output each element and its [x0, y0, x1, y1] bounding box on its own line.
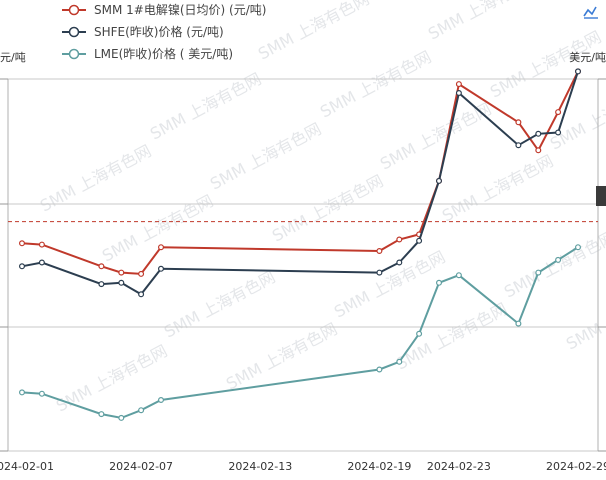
- series-2-point[interactable]: [396, 358, 403, 365]
- watermark-text: SMM 上海有色网: [377, 99, 494, 173]
- line-chart-icon[interactable]: [583, 6, 598, 19]
- series-1-point[interactable]: [98, 281, 105, 288]
- series-1-point[interactable]: [118, 279, 125, 286]
- series-0-point[interactable]: [118, 269, 125, 276]
- legend-marker: [68, 26, 80, 38]
- series-1-point[interactable]: [396, 259, 403, 266]
- right-axis-unit: 美元/吨: [569, 51, 606, 64]
- legend-item-1[interactable]: SHFE(昨收)价格 (元/吨): [62, 24, 224, 39]
- legend-item-0[interactable]: SMM 1#电解镍(日均价) (元/吨): [62, 3, 266, 17]
- series-1-point[interactable]: [376, 269, 383, 276]
- watermark-text: SMM 上海有色网: [99, 191, 216, 265]
- watermark-text: SMM 上海有色网: [331, 247, 448, 321]
- series-0-point[interactable]: [158, 244, 165, 251]
- x-tick-label: 2024-02-29: [546, 460, 606, 473]
- series-1-point[interactable]: [138, 291, 145, 298]
- series-0-point[interactable]: [555, 109, 562, 116]
- series-1-point[interactable]: [158, 265, 165, 272]
- x-axis-ticks: 2024-02-01 2024-02-07 2024-02-13 2024-02-19…: [0, 460, 606, 473]
- grid-lines: [0, 78, 606, 452]
- series-layer: [19, 68, 581, 421]
- series-1-point[interactable]: [19, 263, 26, 270]
- left-axis-unit: 元/吨: [0, 51, 26, 64]
- legend-item-2[interactable]: LME(昨收)价格 ( 美元/吨): [62, 46, 233, 61]
- series-0-point[interactable]: [535, 147, 542, 154]
- chart-legend[interactable]: SMM 1#电解镍(日均价) (元/吨) SHFE(昨收)价格 (元/吨) LME(…: [62, 3, 266, 61]
- series-2-point[interactable]: [38, 390, 45, 397]
- series-0-point[interactable]: [138, 270, 145, 277]
- series-0-point[interactable]: [515, 119, 522, 126]
- watermark-text: SMM 上海有色网: [207, 119, 324, 193]
- series-2-point[interactable]: [436, 279, 443, 286]
- legend-label: LME(昨收)价格 ( 美元/吨): [94, 46, 233, 61]
- watermark-text: SMM 上海有色网: [317, 47, 434, 121]
- watermark-text: SMM 上海有色网: [255, 0, 372, 64]
- series-2-point[interactable]: [455, 272, 462, 279]
- series-0-point[interactable]: [19, 240, 26, 247]
- series-1-point[interactable]: [455, 89, 462, 96]
- series-1-point[interactable]: [555, 129, 562, 136]
- watermark-text: SMM 上海有色网: [161, 267, 278, 341]
- legend-label: SHFE(昨收)价格 (元/吨): [94, 24, 224, 39]
- series-2-point[interactable]: [118, 414, 125, 421]
- legend-marker: [68, 4, 80, 16]
- legend-label: SMM 1#电解镍(日均价) (元/吨): [94, 3, 266, 17]
- series-1-point[interactable]: [535, 130, 542, 137]
- watermark-text: SMM 上海有色网: [147, 69, 264, 143]
- series-0-point[interactable]: [376, 248, 383, 255]
- series-0-point[interactable]: [455, 81, 462, 88]
- x-tick-label: 2024-02-13: [228, 460, 292, 473]
- series-2-point[interactable]: [515, 320, 522, 327]
- series-2-point[interactable]: [416, 330, 423, 337]
- watermark-text: SMM 上海有色网: [501, 227, 606, 301]
- series-0-point[interactable]: [98, 263, 105, 270]
- x-tick-label: 2024-02-23: [427, 460, 491, 473]
- watermark-text: SMM 上海有色网: [393, 299, 510, 373]
- x-tick-label: 2024-02-07: [109, 460, 173, 473]
- series-0-point[interactable]: [396, 236, 403, 243]
- series-2-point[interactable]: [376, 366, 383, 373]
- series-1-point[interactable]: [515, 142, 522, 149]
- series-2-point[interactable]: [574, 244, 581, 251]
- series-2-point[interactable]: [535, 269, 542, 276]
- watermark-text: SMM 上海有色网: [425, 0, 542, 44]
- legend-marker: [68, 48, 80, 60]
- series-1-point[interactable]: [416, 237, 423, 244]
- series-0-point[interactable]: [38, 241, 45, 248]
- x-tick-label: 2024-02-01: [0, 460, 54, 473]
- series-2-point[interactable]: [19, 389, 26, 396]
- series-2-point[interactable]: [555, 256, 562, 263]
- series-2-point[interactable]: [138, 407, 145, 414]
- series-2-point[interactable]: [98, 411, 105, 418]
- watermark-text: SMM 上海有色网: [487, 27, 604, 101]
- x-tick-label: 2024-02-19: [347, 460, 411, 473]
- watermark-text: SMM 上海有色网: [563, 279, 606, 353]
- series-1-point[interactable]: [38, 259, 45, 266]
- right-axis-marker: [596, 186, 606, 206]
- series-1-point[interactable]: [436, 177, 443, 184]
- watermark-text: SMM 上海有色网: [439, 151, 556, 225]
- series-1-point[interactable]: [574, 68, 581, 75]
- watermark-text: SMM 上海有色网: [269, 171, 386, 245]
- series-2-point[interactable]: [158, 397, 165, 404]
